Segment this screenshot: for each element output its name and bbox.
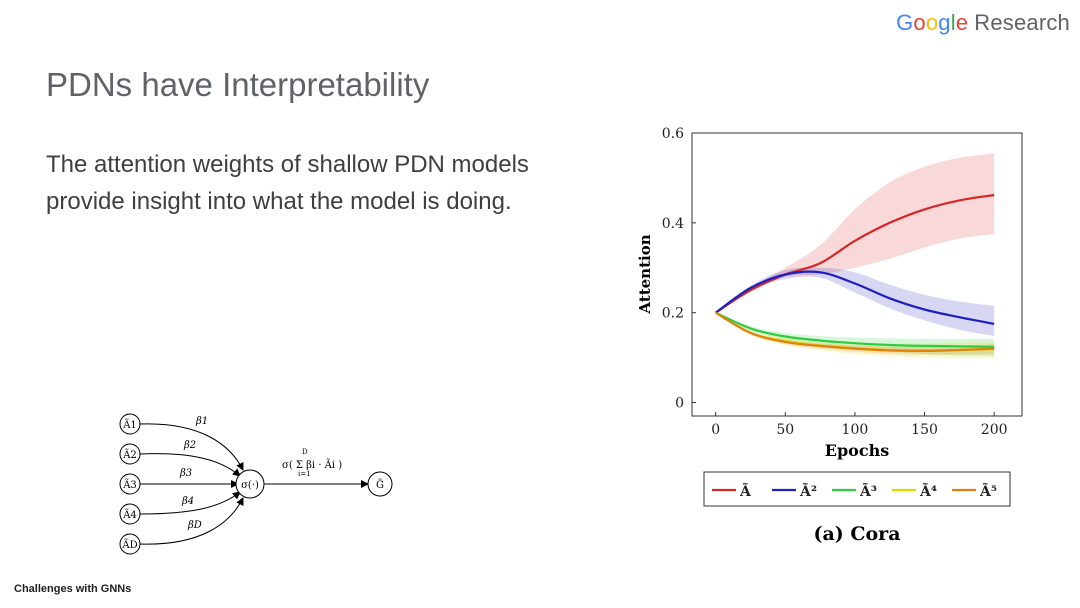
band-series-4	[715, 312, 995, 359]
legend-label-4: Ã⁴	[919, 481, 937, 500]
x-tick-label: 50	[776, 422, 794, 438]
logo-letter-4: g	[938, 10, 951, 35]
output-node	[367, 471, 393, 497]
weight-label-1: β1	[195, 416, 208, 427]
logo-letter-5: l	[950, 10, 956, 35]
aggregation-label: σ(·)	[241, 480, 259, 491]
x-tick-label: 150	[911, 422, 938, 438]
weight-label-d: βD	[187, 520, 202, 531]
legend-label-2: Ã²	[799, 481, 817, 500]
input-label-3: Ã3	[122, 479, 137, 491]
band-series-2	[715, 267, 995, 336]
band-series-1	[715, 153, 995, 313]
legend: Ã Ã² Ã³ Ã⁴ Ã⁵	[712, 481, 997, 500]
line-series-1	[715, 193, 995, 314]
slide-footer: Challenges with GNNs	[14, 583, 132, 595]
legend-label-3: Ã³	[859, 481, 877, 500]
input-label-2: Ã2	[122, 449, 137, 461]
edge-d	[139, 497, 244, 545]
y-tick-label: 0.6	[662, 126, 684, 142]
confidence-bands	[715, 153, 995, 359]
edge-4	[139, 491, 241, 515]
logo-letter-1: G	[896, 10, 914, 35]
weight-label-3: β3	[179, 468, 192, 479]
logo-letter-3: o	[925, 10, 939, 35]
slide-title: PDNs have Interpretability	[46, 66, 430, 103]
plot-frame	[691, 132, 1023, 417]
x-tick-label: 100	[842, 422, 869, 438]
line-series-2	[715, 270, 995, 325]
y-tick-label: 0.4	[662, 216, 684, 232]
x-tick-label: 0	[711, 422, 720, 438]
input-label-4: Ã4	[122, 509, 137, 521]
x-tick-label: 200	[981, 422, 1008, 438]
input-label-1: Ã1	[122, 419, 137, 431]
series-lines	[715, 193, 995, 353]
line-series-3	[715, 311, 995, 348]
x-axis-label: Epochs	[825, 441, 889, 460]
chart-title: (a) Cora	[813, 523, 900, 545]
legend-label-1: Ã	[739, 481, 752, 500]
y-tick-label: 0.2	[662, 306, 684, 322]
logo-letter-6: e	[955, 10, 969, 35]
input-nodes	[119, 413, 141, 555]
output-label: G̃	[376, 479, 384, 491]
output-formula: σ( Σ βi · Ãi )	[282, 459, 342, 471]
edge-2	[139, 453, 241, 477]
edge-1	[139, 423, 244, 471]
weight-label-2: β2	[183, 440, 196, 451]
legend-label-5: Ã⁵	[979, 481, 997, 500]
google-research-logo: Google Research	[896, 10, 1070, 36]
formula-sum-upper: D	[302, 448, 308, 456]
attention-chart: 0 50 100 150 200 0 0.2 0.4 0.6 Epochs Attention…	[636, 126, 1023, 545]
weight-label-4: β4	[181, 496, 194, 507]
logo-research-text: Research	[974, 10, 1070, 35]
y-axis-label: Attention	[636, 234, 654, 314]
y-tick-label: 0	[675, 396, 684, 412]
x-axis-ticks: 0 50 100 150 200	[711, 412, 1008, 438]
y-axis-ticks: 0 0.2 0.4 0.6	[662, 126, 696, 412]
slide-body-text: The attention weights of shallow PDN mod…	[46, 151, 529, 215]
formula-sum-lower: i=1	[298, 470, 311, 478]
pdn-diagram: Ã1 Ã2 Ã3 Ã4 ÃD β1 β2 β3 β4 βD σ(·) G̃ σ(…	[119, 413, 393, 555]
line-series-5	[715, 311, 995, 353]
logo-letter-2: o	[913, 10, 926, 35]
input-label-d: ÃD	[121, 539, 137, 551]
